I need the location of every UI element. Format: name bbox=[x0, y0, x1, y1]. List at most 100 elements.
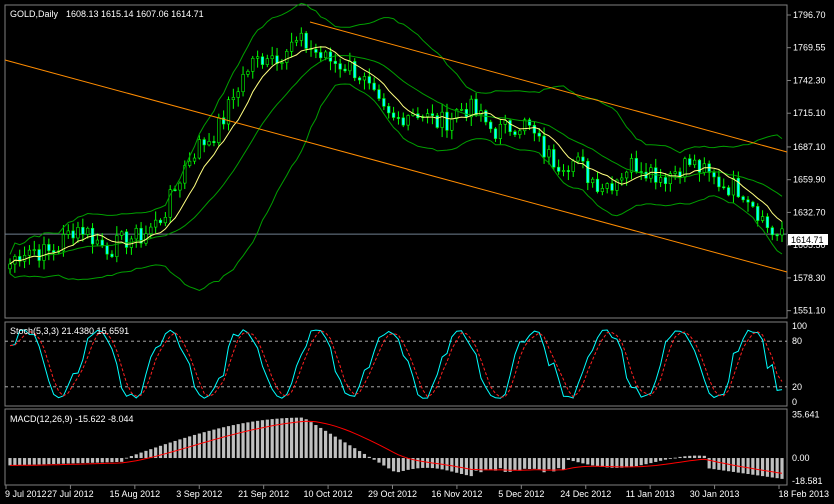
candle-body bbox=[304, 32, 308, 49]
candle-body bbox=[518, 130, 522, 135]
macd-bar bbox=[532, 458, 536, 469]
candle-body bbox=[552, 149, 556, 168]
bollinger-middle bbox=[9, 55, 783, 265]
candle-body bbox=[625, 171, 629, 179]
price-panel[interactable]: GOLD,Daily 1608.13 1615.14 1607.06 1614.… bbox=[4, 2, 828, 319]
candle-body bbox=[615, 179, 619, 191]
candle-body bbox=[527, 119, 532, 126]
macd-bar bbox=[717, 458, 721, 470]
macd-bar bbox=[338, 439, 342, 459]
candle-body bbox=[348, 61, 352, 72]
macd-bar bbox=[382, 458, 386, 466]
candle-body bbox=[557, 166, 561, 172]
date-tick-label: 10 Oct 2012 bbox=[304, 489, 353, 499]
macd-bar bbox=[697, 455, 702, 459]
stochastic-main-line bbox=[9, 329, 783, 399]
candle-body bbox=[285, 51, 289, 63]
macd-bar bbox=[693, 455, 697, 459]
macd-bar bbox=[464, 458, 469, 476]
candle-body bbox=[688, 158, 692, 166]
candle-body bbox=[299, 32, 303, 41]
macd-panel[interactable]: MACD(12,26,9) -15.622 -8.044 35.641 0.00 -… bbox=[4, 408, 823, 486]
macd-bar bbox=[163, 444, 167, 459]
candle-body bbox=[120, 231, 124, 236]
candle-body bbox=[81, 227, 85, 235]
macd-bar bbox=[105, 458, 109, 463]
macd-bar bbox=[571, 458, 575, 462]
macd-bar bbox=[421, 458, 425, 468]
macd-bar bbox=[319, 427, 323, 459]
macd-bar bbox=[22, 458, 27, 465]
candle-body bbox=[158, 219, 163, 224]
candle-body bbox=[532, 125, 536, 134]
macd-bar bbox=[309, 422, 313, 459]
macd-bar bbox=[47, 458, 51, 465]
candle-body bbox=[547, 149, 551, 158]
stochastic-tick-label: 20 bbox=[792, 382, 802, 392]
date-tick-label: 24 Dec 2012 bbox=[560, 489, 611, 499]
macd-bar bbox=[702, 455, 706, 459]
candle-body bbox=[280, 62, 284, 64]
macd-tick-label: 0.00 bbox=[792, 453, 810, 463]
candle-body bbox=[202, 139, 206, 146]
stochastic-plot bbox=[5, 329, 787, 399]
candle-body bbox=[294, 40, 299, 43]
candle-body bbox=[474, 98, 478, 115]
date-tick-label: 16 Nov 2012 bbox=[431, 489, 482, 499]
candle-body bbox=[450, 118, 454, 131]
candle-body bbox=[430, 113, 435, 116]
candle-body bbox=[154, 219, 158, 228]
candle-body bbox=[673, 171, 677, 174]
candle-body bbox=[489, 121, 493, 130]
candle-body bbox=[95, 239, 99, 245]
macd-bar bbox=[149, 449, 153, 459]
price-axis: 1796.70 1769.55 1742.30 1715.10 1687.10 1659.… bbox=[787, 10, 826, 316]
candle-body bbox=[71, 230, 75, 239]
macd-bar bbox=[168, 442, 172, 459]
macd-bar bbox=[566, 458, 570, 460]
candle-body bbox=[600, 188, 604, 192]
macd-histogram bbox=[8, 417, 784, 479]
candle-body bbox=[246, 71, 250, 75]
stochastic-axis: 100 80 20 0 bbox=[792, 321, 807, 407]
candle-body bbox=[387, 105, 391, 114]
candle-body bbox=[503, 120, 507, 125]
macd-bar bbox=[280, 418, 284, 459]
candle-body bbox=[197, 139, 201, 159]
candle-body bbox=[396, 117, 401, 119]
candle-body bbox=[464, 109, 469, 118]
macd-bar bbox=[362, 453, 367, 459]
candle-body bbox=[76, 227, 80, 239]
macd-bar bbox=[746, 458, 750, 475]
price-tick-label: 1659.90 bbox=[793, 175, 826, 185]
candle-body bbox=[581, 156, 585, 162]
macd-bar bbox=[469, 458, 473, 477]
stochastic-tick-label: 0 bbox=[792, 397, 797, 407]
macd-bar bbox=[600, 458, 604, 467]
candle-body bbox=[523, 119, 527, 132]
macd-bar bbox=[134, 454, 138, 459]
macd-bar bbox=[90, 458, 95, 463]
candle-body bbox=[469, 98, 473, 118]
stochastic-panel[interactable]: Stoch(5,3,3) 21.4380 15.6591 100 80 20 0 bbox=[4, 321, 807, 407]
candle-body bbox=[377, 89, 381, 99]
channel-upper-line bbox=[309, 21, 788, 153]
candle-body bbox=[241, 74, 245, 93]
candle-body bbox=[513, 131, 517, 135]
candle-body bbox=[66, 230, 70, 235]
macd-bar bbox=[343, 442, 347, 459]
candle-body bbox=[222, 117, 226, 125]
candle-body bbox=[722, 186, 726, 189]
candle-body bbox=[47, 244, 51, 251]
date-tick-label: 15 Aug 2012 bbox=[110, 489, 161, 499]
macd-bar bbox=[756, 458, 760, 476]
candle-body bbox=[115, 235, 119, 257]
candle-body bbox=[134, 228, 138, 240]
macd-bar bbox=[154, 447, 158, 459]
candles bbox=[8, 27, 784, 274]
macd-tick-label: -18.581 bbox=[792, 476, 823, 486]
candle-body bbox=[663, 177, 668, 185]
macd-bar bbox=[56, 458, 61, 464]
macd-bar bbox=[620, 458, 624, 468]
